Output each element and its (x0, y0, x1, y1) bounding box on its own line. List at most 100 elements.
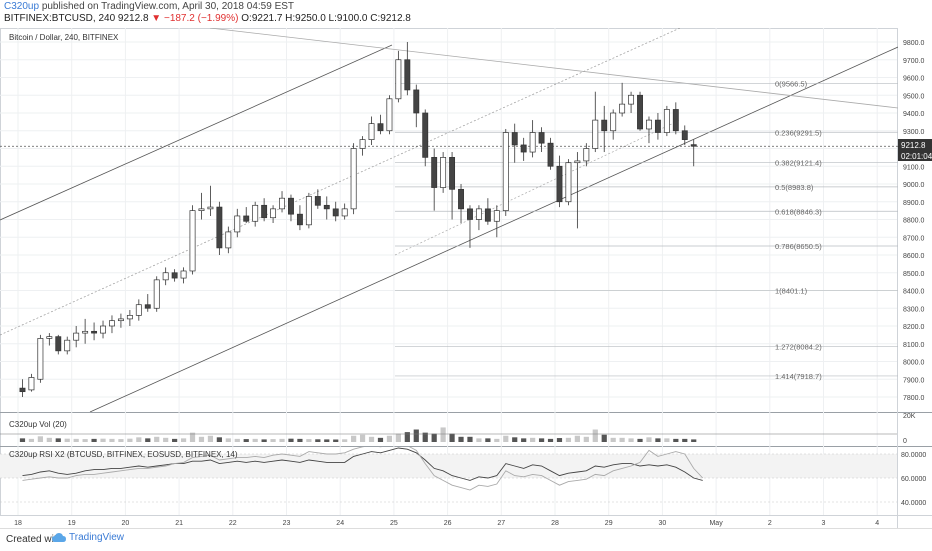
candle-body (458, 188, 464, 210)
candle-body (225, 231, 232, 249)
volume-bar (691, 439, 697, 442)
volume-bar (37, 436, 43, 442)
candle-body (601, 119, 608, 132)
candle-body (449, 157, 456, 190)
countdown-label: 02:01:04 (901, 152, 932, 161)
candle-body (207, 206, 214, 210)
time-tick-label: May (709, 520, 723, 527)
volume-bar (118, 439, 124, 442)
rsi-tick-label: 60.0000 (901, 476, 926, 483)
candle-body (502, 132, 509, 211)
candle-body (404, 59, 411, 91)
time-tick-label: 28 (551, 520, 559, 527)
volume-bar (261, 439, 267, 442)
time-tick-label: 3 (822, 520, 826, 527)
time-axis[interactable]: 18 19 20 21 22 23 24 25 26 27 28 29 30 May 2 3 4 (14, 520, 879, 527)
candle-body (261, 204, 268, 219)
volume-bar (673, 438, 679, 442)
volume-bar (556, 438, 563, 442)
volume-bar (306, 439, 312, 442)
price-tick-label: 7800.0 (903, 395, 925, 402)
trendline-drawings (0, 28, 898, 412)
candle-body (619, 103, 626, 114)
candle-body (422, 112, 429, 158)
volume-bar (127, 438, 133, 442)
volume-bar (359, 434, 366, 442)
volume-bar (288, 438, 294, 442)
volume-bar (198, 436, 205, 442)
volume-bar (225, 438, 231, 442)
time-tick-label: 19 (68, 520, 76, 527)
channel-upper-line (0, 44, 393, 221)
candle-body (305, 196, 312, 226)
volume-bar (172, 438, 178, 442)
volume-bar (73, 438, 79, 442)
footer-bar: Created with TradingView (0, 528, 932, 551)
volume-bar (512, 437, 518, 442)
candle-body (475, 208, 482, 220)
candle-body (332, 208, 339, 217)
candle-body (314, 196, 321, 206)
price-tick-label: 9100.0 (903, 164, 925, 171)
volume-tick-label: 0 (903, 438, 907, 445)
price-tick-label: 8400.0 (903, 289, 925, 296)
volume-bar (601, 434, 607, 442)
volume-bar (324, 439, 330, 442)
candle-body (493, 210, 500, 222)
volume-bar (243, 439, 249, 442)
candle-body (690, 144, 697, 147)
candle-body (413, 89, 420, 114)
candle-body (100, 325, 106, 334)
volume-bar (583, 436, 589, 442)
volume-bar (216, 437, 222, 442)
volume-bar (351, 435, 357, 442)
volume-bar (82, 439, 88, 442)
candle-body (628, 94, 635, 105)
volume-bar (64, 438, 70, 442)
chart-area[interactable]: 0(9566.5) 0.236(9291.5) 0.382(9121.4) 0.5(8… (0, 0, 932, 528)
volume-bar (431, 433, 437, 442)
volume-bar (538, 438, 545, 442)
rsi-panel-title: C320up RSI X2 (BTCUSD, BITFINEX, EOSUSD,… (9, 450, 238, 459)
volume-bar (395, 433, 401, 442)
price-tick-label: 8900.0 (903, 200, 925, 207)
time-tick-label: 26 (444, 520, 452, 527)
candle-body (19, 387, 26, 393)
candle-body (252, 204, 259, 222)
volume-bar (655, 438, 661, 442)
candle-body (91, 330, 98, 334)
candle-body (198, 208, 205, 211)
fib-level-label: 1.414(7918.7) (775, 372, 822, 381)
candle-body (189, 210, 196, 272)
fib-level-label: 0.236(9291.5) (775, 128, 822, 137)
candle-body (288, 197, 294, 215)
author-link[interactable]: C320up (4, 1, 40, 12)
price-change: ▼ −187.2 (−1.99%) (151, 13, 239, 24)
volume-bar (476, 438, 482, 442)
grid-lines (0, 28, 897, 515)
volume-bar (234, 438, 240, 442)
candle-body (323, 204, 330, 210)
price-tick-label: 8000.0 (903, 360, 925, 367)
volume-bar (494, 438, 500, 442)
tradingview-logo[interactable]: TradingView (52, 532, 124, 543)
fib-level-label: 1(8401.1) (775, 286, 808, 295)
volume-bar (19, 438, 26, 442)
candle-body (341, 208, 348, 217)
fib-level-label: 0.618(8846.3) (775, 207, 822, 216)
volume-bar (279, 438, 285, 442)
candle-body (654, 119, 661, 133)
candle-body (646, 119, 652, 130)
volume-bar (46, 437, 52, 442)
volume-bar (207, 435, 214, 442)
time-tick-label: 27 (497, 520, 505, 527)
fib-level-label: 0(9566.5) (775, 79, 808, 88)
volume-bar (342, 439, 348, 442)
price-tick-label: 9600.0 (903, 76, 925, 83)
candle-body (64, 339, 71, 352)
time-tick-label: 20 (122, 520, 130, 527)
volume-bar (610, 437, 616, 442)
candle-body (171, 272, 178, 279)
price-axis[interactable]: 7800.0 7900.0 8000.0 8100.0 8200.0 8300.0 8400… (901, 40, 926, 507)
volume-bar (55, 438, 61, 442)
